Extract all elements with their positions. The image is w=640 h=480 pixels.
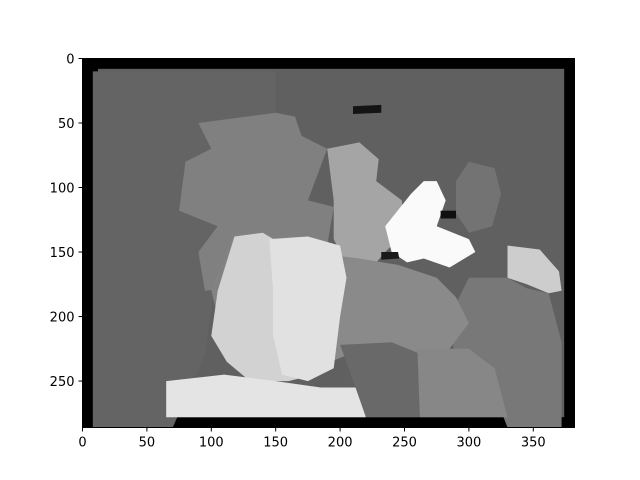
region-black-speck-3 <box>440 210 456 219</box>
region-bottom-mid-dark <box>340 342 424 418</box>
region-right-upper <box>456 161 502 233</box>
x-tick-label: 100 <box>199 436 224 451</box>
y-tick-label: 150 <box>50 246 75 261</box>
y-axis: 0 50 100 150 200 250 <box>50 53 83 390</box>
x-tick-label: 300 <box>456 436 481 451</box>
region-right-shade <box>507 245 562 294</box>
y-tick-label: 50 <box>58 117 75 132</box>
y-tick-label: 200 <box>50 311 75 326</box>
region-bright-object <box>385 181 476 268</box>
x-tick-label: 0 <box>78 436 86 451</box>
x-axis: 0 50 100 150 200 250 300 350 <box>78 427 546 451</box>
region-lighter-center <box>269 236 347 382</box>
region-bottom-light <box>166 374 366 418</box>
y-tick-label: 0 <box>66 53 74 68</box>
plot-frame <box>82 58 575 428</box>
x-tick-label: 200 <box>328 436 353 451</box>
y-tick-label: 250 <box>50 375 75 390</box>
region-black-speck-2 <box>381 252 400 260</box>
region-bottom-right-mid <box>417 348 508 418</box>
x-tick-label: 250 <box>392 436 417 451</box>
x-tick-label: 350 <box>521 436 546 451</box>
heatmap-image <box>82 58 575 428</box>
region-center-column <box>327 142 405 272</box>
region-black-speck-1 <box>353 104 382 114</box>
region-right-area <box>449 277 562 428</box>
x-tick-label: 150 <box>263 436 288 451</box>
y-tick-label: 100 <box>50 182 75 197</box>
x-tick-label: 50 <box>139 436 156 451</box>
